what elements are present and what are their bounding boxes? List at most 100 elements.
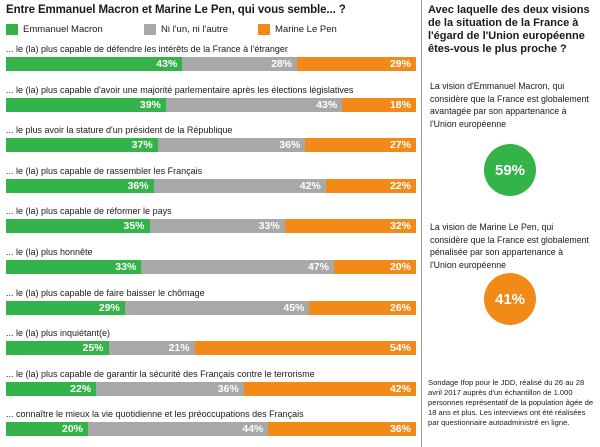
- bar-row: 35% 33% 32%: [6, 219, 416, 234]
- bar-row: 29% 45% 26%: [6, 300, 416, 315]
- bar-row: 25% 21% 54%: [6, 341, 416, 356]
- bar-segment-macron: 43%: [6, 57, 183, 71]
- value-label-lepen: 18%: [389, 98, 411, 111]
- bar-segment-lepen: 27%: [305, 138, 416, 153]
- value-label-macron: 29%: [98, 301, 120, 314]
- bar-segment-macron: 25%: [6, 341, 109, 356]
- value-label-macron: 22%: [70, 382, 92, 395]
- macron-vision-circle: 59%: [484, 144, 536, 196]
- value-label-lepen: 26%: [389, 301, 411, 314]
- value-label-lepen: 36%: [389, 423, 411, 436]
- bar-segment-macron: 37%: [6, 138, 158, 153]
- lepen-vision-text: La vision de Marine Le Pen, qui considèr…: [430, 222, 589, 270]
- value-label-lepen: 32%: [389, 220, 411, 233]
- legend-swatch-macron: [6, 24, 18, 35]
- macron-vision-value: 59%: [494, 161, 526, 179]
- chart-panel: Entre Emmanuel Macron et Marine Le Pen, …: [6, 4, 416, 437]
- bar-segment-macron: 39%: [6, 97, 166, 112]
- bar-segment-neither: 36%: [96, 381, 244, 396]
- bar-segment-lepen: 18%: [342, 97, 416, 112]
- divider: [421, 0, 422, 447]
- bar-segment-neither: 21%: [108, 341, 195, 356]
- value-label-neither: 36%: [279, 139, 301, 152]
- value-label-lepen: 20%: [389, 261, 411, 273]
- legend: Emmanuel Macron Ni l'un, ni l'autre Mari…: [6, 24, 416, 38]
- value-label-macron: 33%: [115, 261, 137, 273]
- bar-segment-neither: 43%: [165, 97, 343, 112]
- side-panel: Avec laquelle des deux visions de la sit…: [428, 0, 598, 447]
- value-label-neither: 44%: [242, 423, 264, 436]
- question-label: ... le (la) plus capable de rassembler l…: [6, 165, 203, 176]
- value-label-lepen: 42%: [389, 382, 411, 395]
- bar-row: 20% 44% 36%: [6, 422, 416, 437]
- bar-segment-macron: 20%: [6, 422, 88, 437]
- question-label: ... le (la) plus capable de garantir la …: [6, 368, 315, 379]
- value-label-neither: 33%: [258, 220, 280, 233]
- question-label: ... le plus avoir la stature d'un présid…: [6, 125, 233, 136]
- value-label-neither: 21%: [168, 342, 190, 355]
- lepen-vision-circle: 41%: [484, 273, 536, 325]
- bar-segment-lepen: 42%: [243, 381, 416, 396]
- value-label-macron: 25%: [82, 342, 104, 355]
- value-label-neither: 45%: [283, 301, 305, 314]
- value-label-macron: 37%: [131, 139, 153, 152]
- source-note: Sondage Ifop pour le JDD, réalisé du 26 …: [428, 378, 594, 427]
- bar-segment-macron: 36%: [6, 178, 154, 193]
- value-label-macron: 39%: [139, 98, 161, 111]
- bar-segment-neither: 45%: [124, 300, 310, 315]
- bar-segment-lepen: 54%: [194, 341, 416, 356]
- bar-segment-neither: 47%: [141, 260, 334, 274]
- question-label: ... le (la) plus capable d'avoir une maj…: [6, 84, 354, 95]
- value-label-neither: 36%: [217, 382, 239, 395]
- question-label: ... le (la) plus capable de défendre les…: [6, 44, 288, 54]
- bar-row: 36% 42% 22%: [6, 178, 416, 193]
- bar-segment-neither: 33%: [149, 219, 285, 234]
- bar-segment-neither: 42%: [153, 178, 326, 193]
- legend-label-lepen: Marine Le Pen: [275, 24, 337, 35]
- value-label-lepen: 27%: [389, 139, 411, 152]
- value-label-neither: 28%: [271, 58, 293, 70]
- value-label-neither: 43%: [316, 98, 338, 111]
- bar-row: 37% 36% 27%: [6, 138, 416, 153]
- bar-segment-macron: 22%: [6, 381, 97, 396]
- bar-segment-neither: 36%: [157, 138, 306, 153]
- bar-segment-neither: 44%: [88, 422, 269, 437]
- bar-segment-lepen: 36%: [268, 422, 416, 437]
- value-label-lepen: 22%: [389, 179, 411, 192]
- side-title: Avec laquelle des deux visions de la sit…: [428, 4, 590, 55]
- value-label-macron: 43%: [156, 58, 178, 70]
- legend-item-neither: Ni l'un, ni l'autre: [144, 24, 228, 35]
- question-label: ... le (la) plus inquiétant(e): [6, 328, 111, 339]
- bar-segment-macron: 35%: [6, 219, 150, 234]
- bar-segment-lepen: 22%: [325, 178, 416, 193]
- legend-label-macron: Emmanuel Macron: [23, 24, 103, 35]
- value-label-neither: 47%: [307, 261, 329, 273]
- bar-segment-lepen: 32%: [284, 219, 416, 234]
- question-label: ... le (la) plus honnête: [6, 247, 93, 257]
- bar-row: 22% 36% 42%: [6, 381, 416, 396]
- bar-row: 33% 47% 20%: [6, 260, 416, 274]
- value-label-lepen: 29%: [389, 58, 411, 70]
- macron-vision-text: La vision d'Emmanuel Macron, qui considè…: [430, 81, 589, 129]
- bar-segment-lepen: 20%: [333, 260, 416, 274]
- value-label-macron: 35%: [123, 220, 145, 233]
- bar-row: 43% 28% 29%: [6, 57, 416, 71]
- bar-segment-macron: 29%: [6, 300, 125, 315]
- bar-segment-lepen: 26%: [309, 300, 416, 315]
- legend-item-macron: Emmanuel Macron: [6, 24, 103, 35]
- value-label-lepen: 54%: [389, 342, 411, 355]
- legend-swatch-lepen: [258, 24, 270, 35]
- bar-segment-lepen: 29%: [297, 57, 416, 71]
- question-label: ... connaître le mieux la vie quotidienn…: [6, 409, 304, 420]
- bar-row: 39% 43% 18%: [6, 97, 416, 112]
- value-label-macron: 36%: [127, 179, 149, 192]
- legend-item-lepen: Marine Le Pen: [258, 24, 337, 35]
- value-label-macron: 20%: [61, 423, 83, 436]
- value-label-neither: 42%: [299, 179, 321, 192]
- lepen-vision-value: 41%: [494, 290, 526, 308]
- bar-segment-neither: 28%: [182, 57, 298, 71]
- question-label: ... le (la) plus capable de faire baisse…: [6, 287, 205, 298]
- legend-label-neither: Ni l'un, ni l'autre: [161, 24, 228, 35]
- bar-segment-macron: 33%: [6, 260, 142, 274]
- legend-swatch-neither: [144, 24, 156, 35]
